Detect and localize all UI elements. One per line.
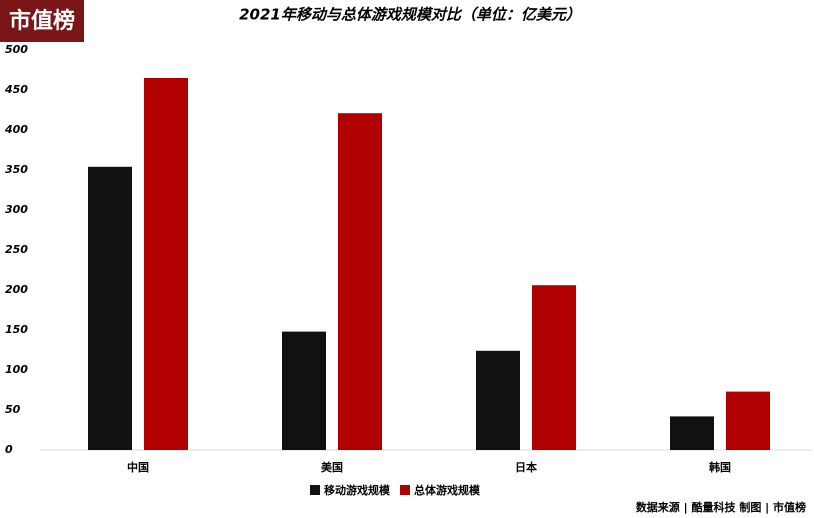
bar	[476, 350, 520, 450]
x-tick-label: 日本	[515, 460, 537, 474]
bar	[338, 113, 382, 450]
y-tick-label: 500	[5, 43, 28, 56]
logo: 市值榜	[9, 8, 75, 34]
bar	[726, 391, 770, 450]
legend-label: 总体游戏规模	[414, 483, 481, 497]
bar	[144, 78, 188, 450]
y-tick-label: 100	[5, 363, 28, 376]
y-tick-label: 350	[5, 163, 28, 176]
y-tick-label: 250	[5, 243, 28, 256]
legend-swatch	[310, 485, 320, 495]
bar	[282, 331, 326, 450]
x-tick-label: 中国	[127, 460, 149, 474]
y-tick-label: 150	[5, 323, 28, 336]
logo-box	[0, 0, 84, 42]
bar	[670, 416, 714, 450]
x-tick-label: 美国	[321, 460, 343, 474]
y-tick-label: 400	[4, 123, 28, 136]
y-tick-label: 300	[5, 203, 28, 216]
legend-label: 移动游戏规模	[324, 483, 391, 497]
y-tick-label: 200	[5, 283, 28, 296]
chart-title: 2021年移动与总体游戏规模对比（单位：亿美元）	[239, 6, 581, 24]
y-tick-label: 50	[5, 403, 21, 416]
y-tick-label: 0	[5, 443, 13, 456]
x-tick-label: 韩国	[709, 460, 731, 474]
legend-swatch	[400, 485, 410, 495]
y-tick-label: 450	[4, 83, 28, 96]
bar	[532, 285, 576, 450]
bar	[88, 166, 132, 451]
source: 数据来源 | 酷量科技 制图 | 市值榜	[636, 500, 806, 514]
